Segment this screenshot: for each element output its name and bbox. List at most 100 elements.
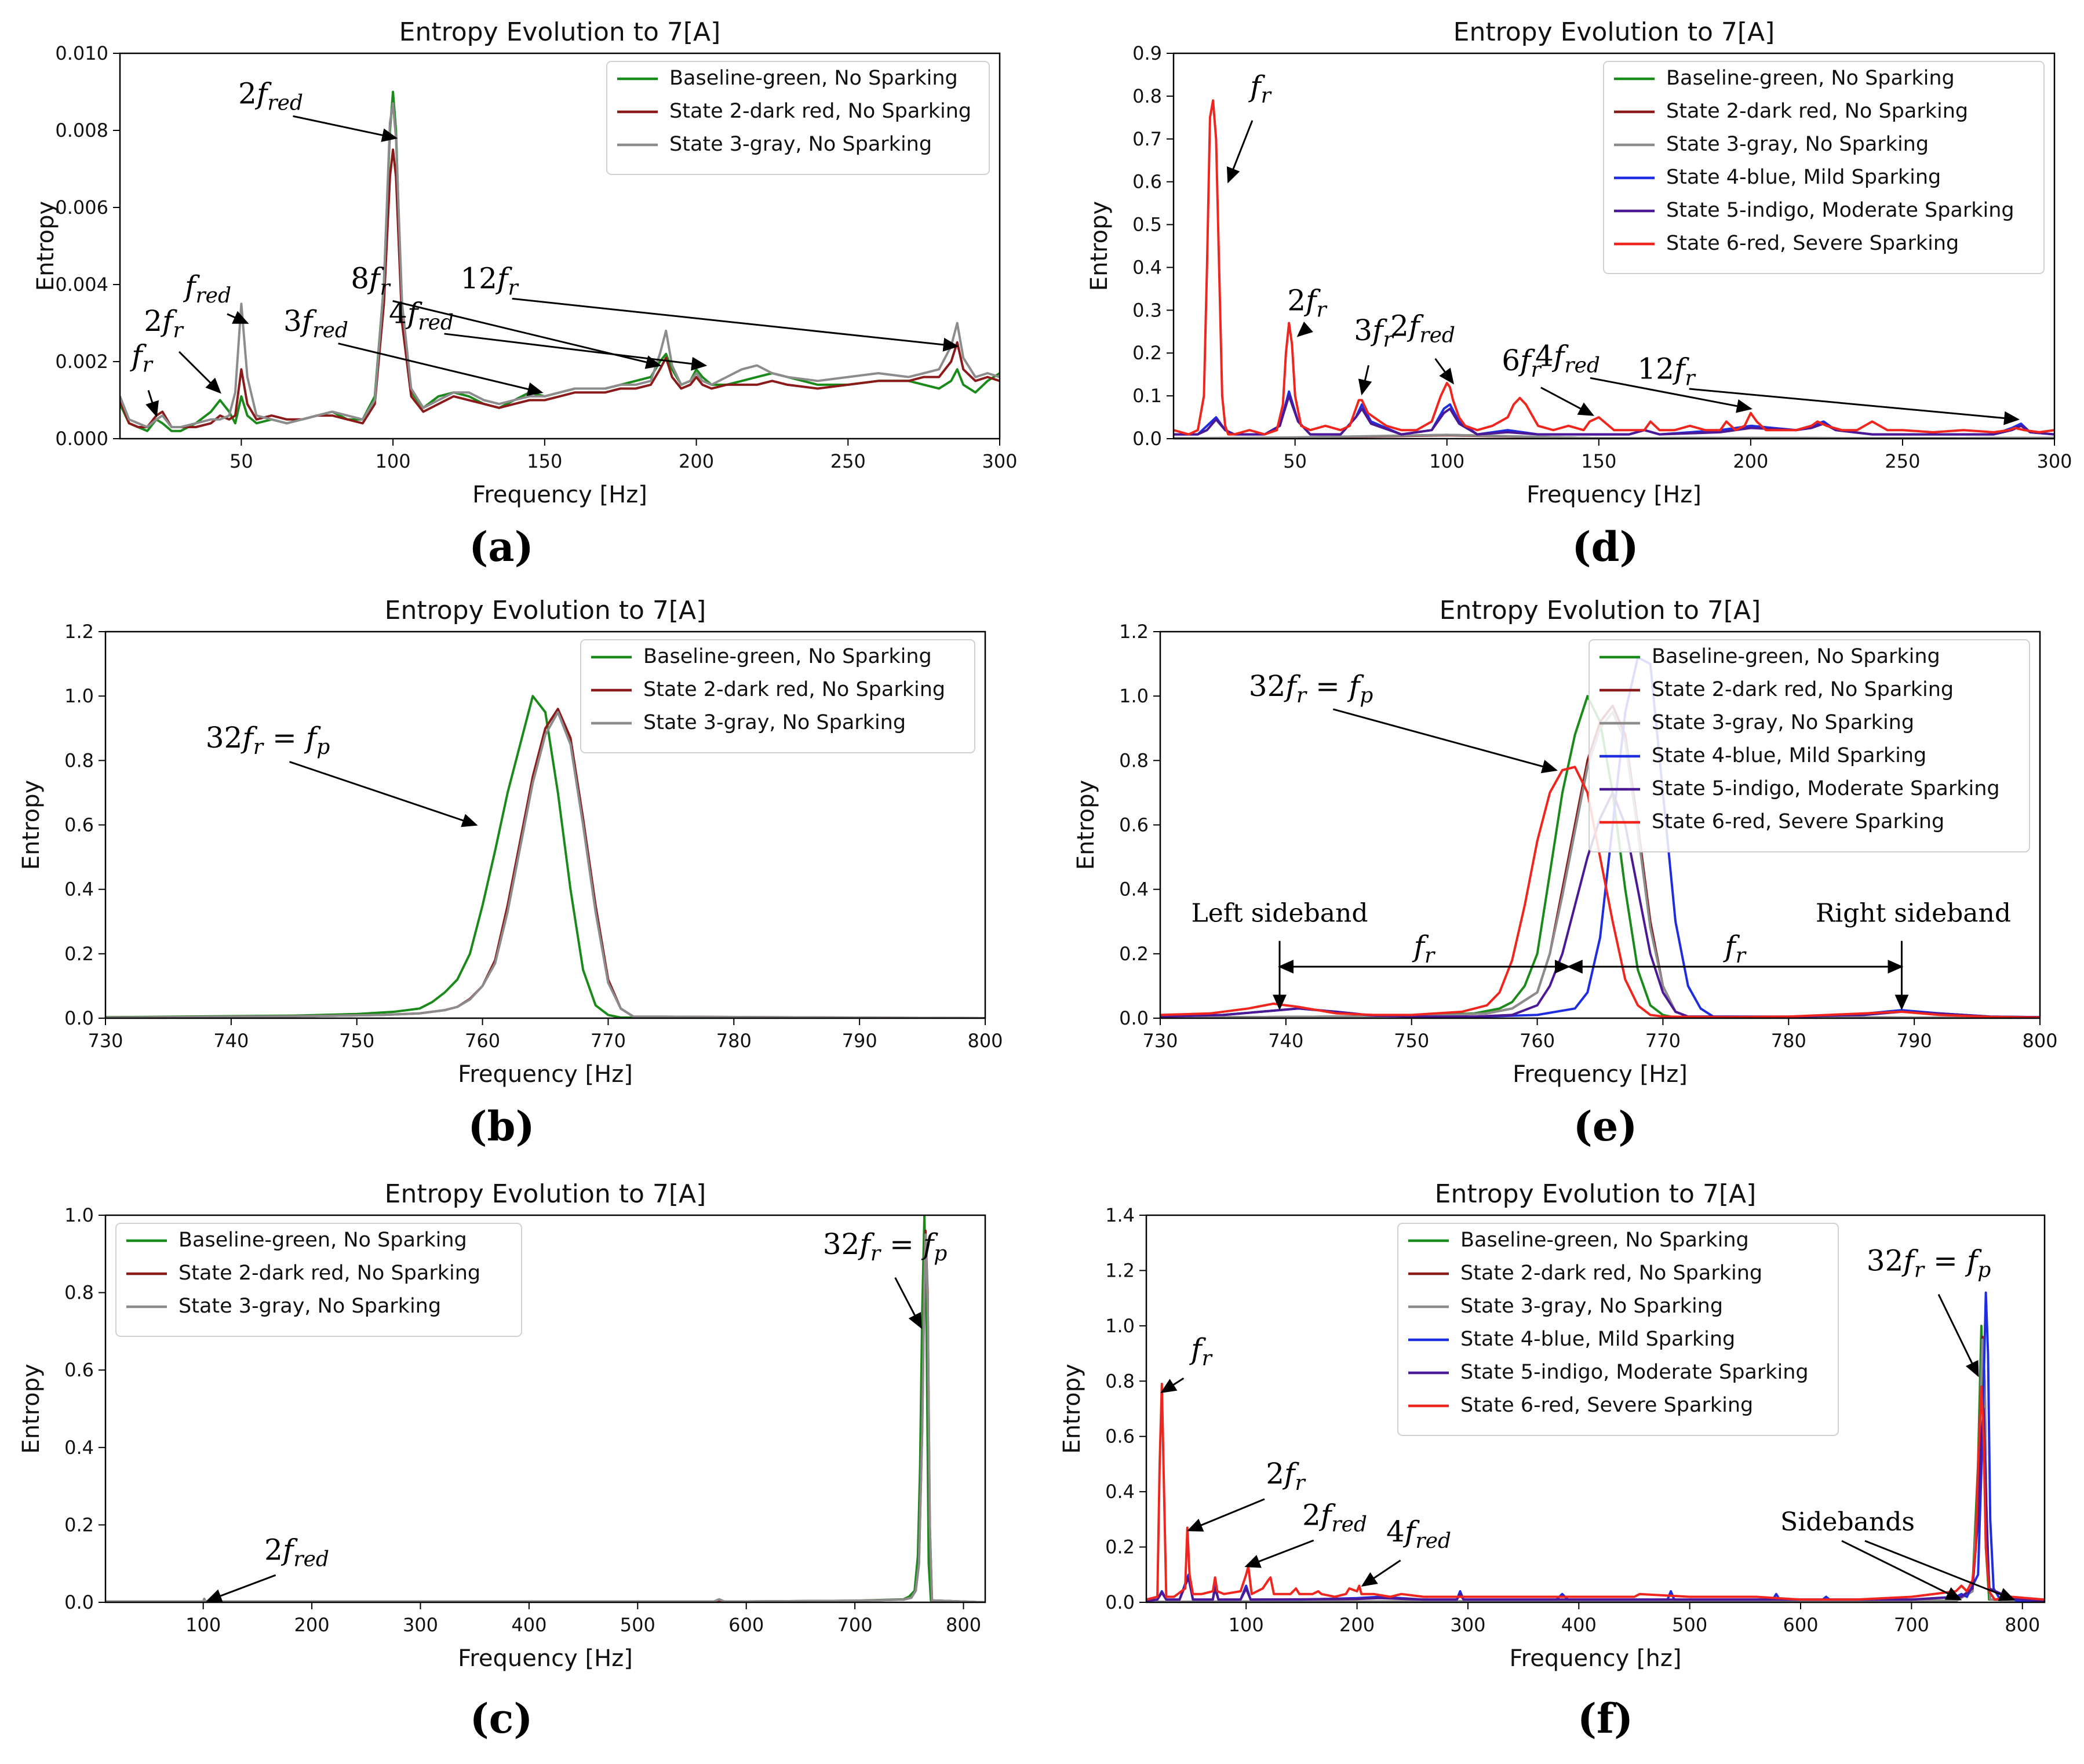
y-axis-label: Entropy bbox=[1086, 201, 1113, 291]
sidebands-arrow-left bbox=[1841, 1540, 1962, 1601]
sideband-spacing-label: fr bbox=[1412, 930, 1436, 968]
chart-title: Entropy Evolution to 7[A] bbox=[1435, 1179, 1757, 1209]
legend-entry: Baseline-green, No Sparking bbox=[178, 1229, 467, 1252]
series-line-state-6-red bbox=[1174, 99, 2054, 436]
legend-entry: State 3-gray, No Sparking bbox=[1652, 711, 1914, 734]
y-tick-label: 0.1 bbox=[1132, 385, 1162, 407]
x-tick-label: 300 bbox=[982, 450, 1017, 472]
annotation-label: 2fr bbox=[1287, 283, 1327, 322]
sidebands-label: Sidebands bbox=[1780, 1507, 1915, 1537]
annotation-arrow bbox=[1296, 321, 1313, 337]
series-line-state-3-gray bbox=[105, 1233, 985, 1602]
series-line-baseline-green bbox=[105, 695, 985, 1018]
series-group bbox=[120, 90, 1000, 432]
legend-entry: Baseline-green, No Sparking bbox=[1666, 67, 1955, 90]
annotation-coef: 2 bbox=[1390, 309, 1409, 343]
x-axis-label: Frequency [hz] bbox=[1510, 1645, 1682, 1672]
y-tick-label: 0.8 bbox=[1119, 749, 1149, 771]
x-tick-label: 100 bbox=[185, 1614, 221, 1636]
annotation-coef: 3 bbox=[1354, 314, 1372, 347]
annotation-subscript: r bbox=[1531, 358, 1542, 382]
annotation-arrow bbox=[1358, 365, 1372, 396]
legend-entry: State 6-red, Severe Sparking bbox=[1666, 232, 1959, 255]
y-tick-label: 0.4 bbox=[1105, 1481, 1135, 1503]
y-tick-label: 0.7 bbox=[1132, 128, 1162, 150]
annotation-label: fr bbox=[129, 339, 154, 377]
y-tick-label: 0.8 bbox=[64, 749, 94, 771]
annotation-subscript: red bbox=[195, 284, 231, 308]
annotation-label: 32fr = fp bbox=[1867, 1244, 1991, 1282]
chart-title: Entropy Evolution to 7[A] bbox=[385, 1179, 706, 1209]
y-axis-label: Entropy bbox=[1059, 1364, 1085, 1453]
series-line-state-2-dark-red bbox=[105, 708, 985, 1018]
x-tick-label: 200 bbox=[1733, 450, 1768, 472]
x-tick-label: 760 bbox=[465, 1030, 500, 1052]
annotation-arrow bbox=[1332, 708, 1558, 774]
x-tick-label: 400 bbox=[511, 1614, 546, 1636]
legend-entry: State 3-gray, No Sparking bbox=[178, 1295, 441, 1318]
x-tick-label: 200 bbox=[294, 1614, 330, 1636]
y-tick-label: 1.2 bbox=[1105, 1259, 1135, 1281]
annotation-arrow bbox=[1937, 1293, 1979, 1377]
annotation-coef: 2 bbox=[1287, 283, 1306, 317]
annotation-subscript: r bbox=[1914, 1258, 1925, 1282]
annotation-subscript: r bbox=[1202, 1347, 1213, 1371]
annotation-coef: 2 bbox=[1266, 1457, 1284, 1490]
x-tick-label: 300 bbox=[403, 1614, 438, 1636]
plot-frame bbox=[104, 630, 986, 1019]
annotation-arrow bbox=[1540, 387, 1594, 416]
right-sideband-label: Right sideband bbox=[1816, 898, 2011, 928]
y-tick-label: 0.6 bbox=[1132, 171, 1162, 193]
y-axis-label: Entropy bbox=[1073, 780, 1099, 870]
annotation-subscript: r bbox=[870, 1242, 881, 1266]
annotation-arrow bbox=[1226, 120, 1254, 184]
x-tick-label: 50 bbox=[229, 450, 253, 472]
annotation-label: 2fr bbox=[1266, 1457, 1306, 1495]
annotation-coef: 2 bbox=[1302, 1498, 1321, 1532]
annotation-coef: 4 bbox=[389, 297, 407, 330]
annotation-label: 4fred bbox=[1535, 339, 1600, 377]
y-tick-label: 0.000 bbox=[55, 428, 108, 450]
annotation-label: 4fred bbox=[1386, 1515, 1451, 1553]
annotation-subscript: p bbox=[934, 1242, 947, 1266]
left-sideband-label: Left sideband bbox=[1192, 898, 1368, 928]
legend-entry: State 6-red, Severe Sparking bbox=[1652, 810, 1944, 833]
x-axis-label: Frequency [Hz] bbox=[1526, 482, 1702, 508]
annotation-arrow bbox=[1186, 1498, 1265, 1532]
annotation-label: 2fred bbox=[1302, 1498, 1367, 1536]
x-tick-label: 740 bbox=[213, 1030, 249, 1052]
y-tick-label: 1.2 bbox=[1119, 621, 1149, 643]
annotation-subscript: r bbox=[1296, 684, 1307, 708]
legend: Baseline-green, No Sparking State 2-dark … bbox=[606, 61, 990, 175]
y-tick-label: 1.2 bbox=[64, 621, 94, 643]
annotation-subscript: r bbox=[1736, 944, 1747, 968]
legend-entry: State 2-dark red, No Sparking bbox=[643, 678, 945, 701]
chart-title: Entropy Evolution to 7[A] bbox=[399, 17, 721, 47]
legend-entry: State 3-gray, No Sparking bbox=[643, 711, 906, 734]
annotation-arrow bbox=[1160, 1377, 1185, 1393]
y-tick-label: 0.010 bbox=[55, 42, 108, 64]
x-tick-label: 150 bbox=[527, 450, 562, 472]
y-axis-label: Entropy bbox=[18, 780, 45, 870]
y-tick-label: 0.8 bbox=[1105, 1370, 1135, 1392]
panel-label-b: (b) bbox=[468, 1102, 534, 1150]
sidebands-arrow-right bbox=[1864, 1540, 2016, 1601]
legend-entry: State 5-indigo, Moderate Sparking bbox=[1652, 777, 2000, 800]
x-axis-label: Frequency [Hz] bbox=[1513, 1061, 1688, 1088]
series-line-state-2-dark-red bbox=[120, 148, 1000, 428]
y-tick-label: 0.0 bbox=[64, 1591, 94, 1613]
x-tick-label: 100 bbox=[1229, 1614, 1264, 1636]
y-tick-label: 1.0 bbox=[64, 685, 94, 707]
legend: Baseline-green, No Sparking State 2-dark … bbox=[1397, 1223, 1839, 1436]
x-tick-label: 770 bbox=[591, 1030, 626, 1052]
series-group bbox=[105, 695, 985, 1018]
annotation-arrow bbox=[1244, 1539, 1314, 1568]
legend-entry: State 2-dark red, No Sparking bbox=[1652, 678, 1954, 701]
legend-entry: State 2-dark red, No Sparking bbox=[178, 1262, 480, 1285]
annotation-subscript: red bbox=[1331, 1512, 1367, 1536]
chart-a: Entropy Evolution to 7[A] Frequency [Hz] E… bbox=[32, 17, 1018, 508]
annotation-label: 32fr = fp bbox=[206, 721, 330, 759]
annotation-subscript: r bbox=[508, 276, 519, 300]
series-line-state-3-gray bbox=[120, 102, 1000, 428]
